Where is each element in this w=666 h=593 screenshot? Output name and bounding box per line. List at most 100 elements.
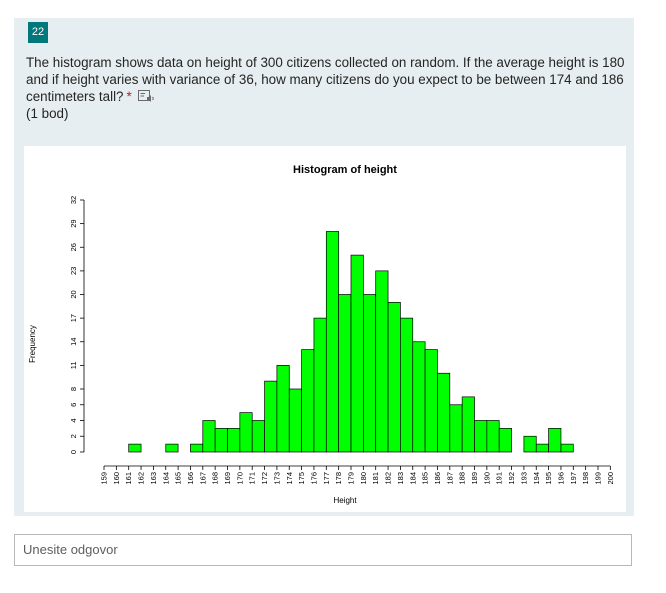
x-tick-label: 169 [223, 472, 232, 485]
y-tick-label: 6 [69, 403, 78, 407]
histogram-bar [227, 428, 241, 453]
histogram-bar [474, 420, 488, 453]
histogram-bar [325, 231, 339, 453]
histogram-bar [128, 443, 142, 453]
x-tick-label: 164 [161, 472, 170, 485]
x-tick-label: 171 [248, 472, 257, 485]
y-tick-label: 17 [69, 314, 78, 322]
histogram-bar [461, 396, 475, 453]
histogram-bars [128, 231, 574, 453]
histogram-bar [202, 420, 216, 453]
x-tick-label: 191 [495, 472, 504, 485]
question-text: The histogram shows data on height of 30… [26, 55, 625, 104]
y-tick-label: 23 [69, 267, 78, 275]
x-tick-label: 200 [606, 472, 615, 485]
y-tick-label: 8 [69, 387, 78, 391]
x-tick-label: 167 [198, 472, 207, 485]
y-tick-label: 29 [69, 219, 78, 227]
x-tick-label: 165 [174, 472, 183, 485]
y-tick-label: 32 [69, 196, 78, 204]
histogram-bar [498, 428, 512, 453]
question-number-badge: 22 [28, 22, 48, 43]
x-tick-label: 161 [124, 472, 133, 485]
x-tick-label: 192 [507, 472, 516, 485]
question-card: 22 The histogram shows data on height of… [14, 18, 634, 516]
histogram-bar [251, 420, 265, 453]
y-tick-label: 20 [69, 290, 78, 298]
y-axis-label: Frequency [28, 325, 37, 363]
x-axis: 159 160 161 162 163 164 165 166 167 168 169 170 171 1… [100, 465, 615, 485]
histogram-bar [350, 254, 364, 453]
x-tick-label: 175 [297, 472, 306, 485]
histogram-bar [535, 443, 549, 453]
x-tick-label: 176 [309, 472, 318, 485]
required-marker: * [126, 89, 132, 104]
y-tick-label: 2 [69, 434, 78, 438]
x-tick-label: 163 [149, 472, 158, 485]
x-tick-label: 166 [186, 472, 195, 485]
x-tick-label: 180 [359, 472, 368, 485]
x-tick-label: 173 [272, 472, 281, 485]
x-tick-label: 178 [334, 472, 343, 485]
x-tick-label: 190 [482, 472, 491, 485]
histogram-bar [449, 404, 463, 453]
histogram-bar [313, 317, 327, 453]
x-tick-label: 168 [211, 472, 220, 485]
x-tick-label: 181 [371, 472, 380, 485]
y-tick-label: 14 [69, 338, 78, 346]
histogram-bar [363, 294, 377, 453]
histogram-bar [165, 443, 179, 453]
histogram-bar [338, 294, 352, 453]
histogram-bar [424, 349, 438, 453]
histogram-bar [375, 270, 389, 453]
y-axis: 0 2 4 6 8 11 14 17 20 23 26 29 32 [69, 196, 85, 454]
histogram-figure: Histogram of height Frequency Height 0 2 4… [24, 146, 626, 512]
x-tick-label: 199 [594, 472, 603, 485]
x-tick-label: 184 [408, 472, 417, 485]
histogram-bar [486, 420, 500, 453]
histogram-bar [301, 349, 315, 453]
histogram-bar [276, 365, 290, 453]
x-tick-label: 159 [100, 472, 109, 485]
x-tick-label: 196 [556, 472, 565, 485]
question-text-block: The histogram shows data on height of 30… [26, 54, 626, 122]
histogram-bar [523, 435, 537, 453]
x-tick-label: 162 [137, 472, 146, 485]
x-tick-label: 198 [581, 472, 590, 485]
histogram-bar [437, 372, 451, 453]
x-tick-label: 186 [433, 472, 442, 485]
y-tick-label: 4 [69, 418, 78, 422]
histogram-bar [387, 302, 401, 453]
x-tick-label: 182 [384, 472, 393, 485]
x-tick-label: 197 [569, 472, 578, 485]
histogram-bar [239, 412, 253, 453]
histogram-bar [412, 341, 426, 453]
x-tick-label: 194 [532, 472, 541, 485]
x-tick-label: 174 [285, 472, 294, 485]
points-label: (1 bod) [26, 106, 69, 121]
histogram-bar [548, 428, 562, 453]
x-tick-label: 177 [322, 472, 331, 485]
histogram-chart: Histogram of height Frequency Height 0 2 4… [28, 164, 615, 505]
histogram-bar [190, 443, 204, 453]
x-axis-label: Height [333, 496, 357, 505]
histogram-bar [560, 443, 574, 453]
histogram-bar [214, 428, 228, 453]
x-tick-label: 170 [235, 472, 244, 485]
x-tick-label: 189 [470, 472, 479, 485]
x-tick-label: 188 [458, 472, 467, 485]
answer-input[interactable]: Unesite odgovor [14, 534, 632, 566]
immersive-reader-icon[interactable] [137, 90, 155, 104]
x-tick-label: 195 [544, 472, 553, 485]
x-tick-label: 183 [396, 472, 405, 485]
x-tick-label: 172 [260, 472, 269, 485]
histogram-bar [264, 380, 278, 453]
x-tick-label: 185 [421, 472, 430, 485]
answer-placeholder: Unesite odgovor [23, 542, 118, 557]
histogram-bar [400, 317, 414, 453]
histogram-bar [288, 388, 302, 453]
x-tick-label: 179 [347, 472, 356, 485]
x-tick-label: 187 [445, 472, 454, 485]
y-tick-label: 0 [69, 450, 78, 454]
x-tick-label: 193 [519, 472, 528, 485]
